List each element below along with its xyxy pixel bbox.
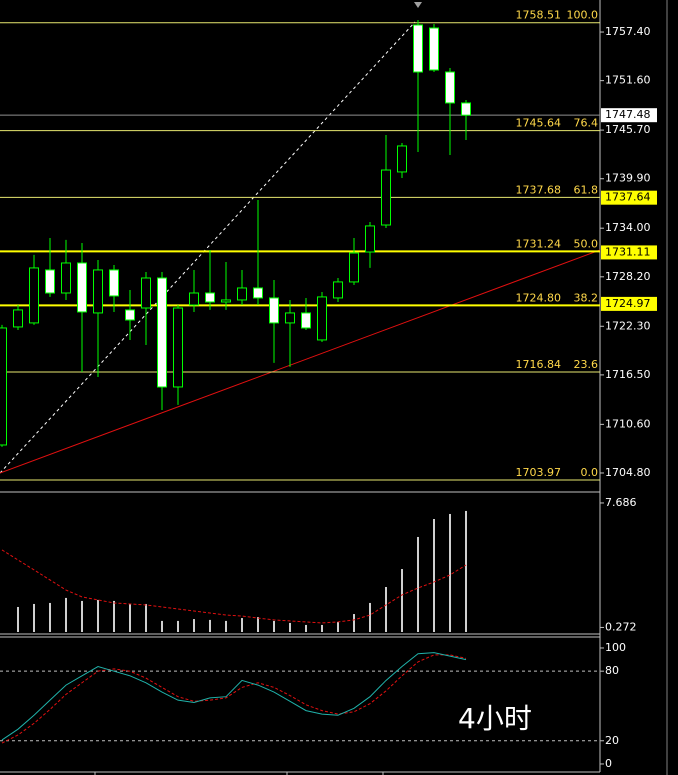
marker	[414, 2, 422, 8]
candle-body	[285, 312, 295, 324]
y-tick-label: 1745.70	[605, 123, 651, 136]
current-price-label: 1747.48	[605, 108, 651, 121]
y-tick-label: 1751.60	[605, 74, 651, 87]
fib-ratio: 100.0	[567, 9, 599, 22]
candle-body	[141, 277, 151, 309]
y-tick-label: 80	[605, 664, 619, 677]
price-label: 1724.97	[605, 297, 651, 310]
candle-body	[461, 102, 471, 116]
y-tick-label: 1722.30	[605, 319, 651, 332]
candle-body	[45, 269, 55, 294]
y-tick-label: 0.272	[605, 620, 637, 633]
candle-body	[429, 27, 439, 71]
candle-body	[189, 292, 199, 306]
fib-price: 1716.84	[516, 358, 562, 371]
ma-line	[1, 549, 467, 624]
y-tick-label: 0	[605, 757, 612, 770]
candle-body	[397, 145, 407, 173]
fib-ratio: 23.6	[574, 358, 599, 371]
y-tick-label: 1734.00	[605, 221, 651, 234]
candle-body	[93, 269, 103, 314]
candle-body	[253, 287, 263, 299]
y-tick-label: 1757.40	[605, 25, 651, 38]
fib-price: 1731.24	[516, 237, 562, 250]
y-tick-label: 1728.20	[605, 270, 651, 283]
candle-body	[125, 309, 135, 321]
candle-body	[301, 312, 311, 329]
fib-price: 1703.97	[516, 466, 562, 479]
y-tick-label: 1716.50	[605, 368, 651, 381]
fib-ratio: 50.0	[574, 237, 599, 250]
candle-body	[77, 262, 87, 313]
candle-body	[29, 267, 39, 324]
price-box	[601, 190, 657, 205]
candle-body	[0, 327, 7, 446]
candle-body	[205, 292, 215, 303]
fib-ratio: 61.8	[574, 183, 599, 196]
fib-price: 1758.51	[516, 9, 562, 22]
price-label: 1737.64	[605, 191, 651, 204]
price-label: 1731.11	[605, 245, 651, 258]
fib-price: 1745.64	[516, 117, 562, 130]
candle-body	[349, 252, 359, 283]
candle-body	[237, 287, 247, 301]
candle-body	[221, 299, 231, 303]
price-box	[601, 296, 657, 311]
candle-body	[157, 277, 167, 388]
candle-body	[365, 225, 375, 253]
candle-body	[333, 281, 343, 299]
fib-ratio: 0.0	[581, 466, 599, 479]
candle-body	[109, 269, 119, 297]
candle-body	[61, 262, 71, 294]
y-tick-label: 100	[605, 641, 626, 654]
y-tick-label: 20	[605, 734, 619, 747]
fib-price: 1737.68	[516, 183, 562, 196]
candle-body	[381, 169, 391, 226]
fib-ratio: 38.2	[574, 291, 599, 304]
price-box	[601, 245, 657, 260]
candle-body	[13, 309, 23, 328]
y-tick-label: 1704.80	[605, 466, 651, 479]
candle-body	[413, 24, 423, 73]
y-tick-label: 1710.60	[605, 417, 651, 430]
fib-anchor-line	[0, 21, 416, 474]
fib-price: 1724.80	[516, 291, 562, 304]
candle-body	[173, 307, 183, 388]
candle-body	[269, 297, 279, 324]
y-tick-label: 1739.90	[605, 172, 651, 185]
main-line	[1, 652, 467, 741]
y-tick-label: 7.686	[605, 496, 637, 509]
signal-line	[1, 654, 467, 744]
annotation: 4小时	[458, 702, 532, 735]
current-price-box	[601, 108, 657, 123]
trend-line	[0, 249, 601, 474]
candle-body	[445, 71, 455, 104]
candle-body	[317, 296, 327, 341]
fib-ratio: 76.4	[574, 117, 599, 130]
